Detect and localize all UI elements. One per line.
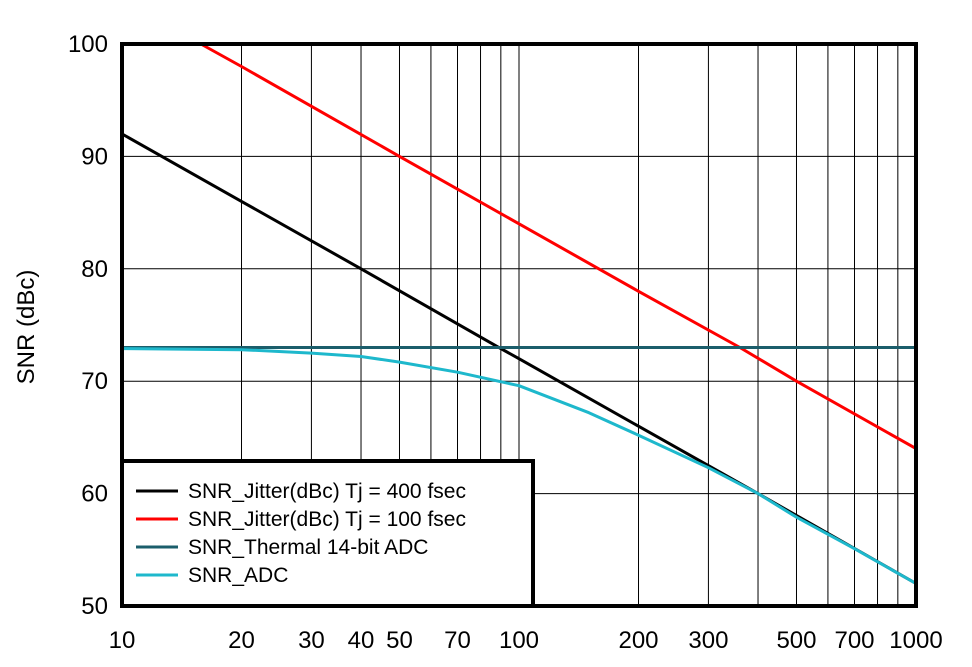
x-tick-label: 10 [109, 627, 136, 654]
legend: SNR_Jitter(dBc) Tj = 400 fsec SNR_Jitter(… [120, 459, 535, 608]
x-tick-label: 40 [348, 627, 375, 654]
legend-box [120, 459, 535, 608]
x-tick-label: 700 [834, 627, 874, 654]
x-tick-label: 30 [298, 627, 325, 654]
x-tick-label: 1000 [889, 627, 942, 654]
x-tick-label: 100 [499, 627, 539, 654]
x-tick-label: 20 [228, 627, 255, 654]
x-tick-label: 500 [776, 627, 816, 654]
y-tick-label: 80 [81, 256, 108, 283]
y-tick-label: 90 [81, 143, 108, 170]
tick-labels: 10 20 30 40 50 70 100 200 300 500 700 1000 50 60 70 80 9… [68, 31, 943, 654]
x-tick-label: 70 [444, 627, 471, 654]
y-tick-label: 50 [81, 593, 108, 620]
legend-entry-label: SNR_ADC [188, 564, 288, 587]
plot-series [121, 42, 917, 585]
x-tick-label: 300 [688, 627, 728, 654]
legend-entry-label: SNR_Jitter(dBc) Tj = 100 fsec [188, 508, 466, 531]
y-tick-label: 70 [81, 368, 108, 395]
legend-entry-label: SNR_Thermal 14-bit ADC [188, 536, 428, 559]
y-tick-label: 100 [68, 31, 108, 58]
x-tick-label: 200 [618, 627, 658, 654]
x-tick-label: 50 [386, 627, 413, 654]
series-line-2 [200, 42, 917, 450]
legend-entry-label: SNR_Jitter(dBc) Tj = 400 fsec [188, 480, 466, 503]
series-line-4 [121, 347, 917, 585]
y-axis-title: SNR (dBc) [13, 270, 40, 385]
y-tick-label: 60 [81, 481, 108, 508]
